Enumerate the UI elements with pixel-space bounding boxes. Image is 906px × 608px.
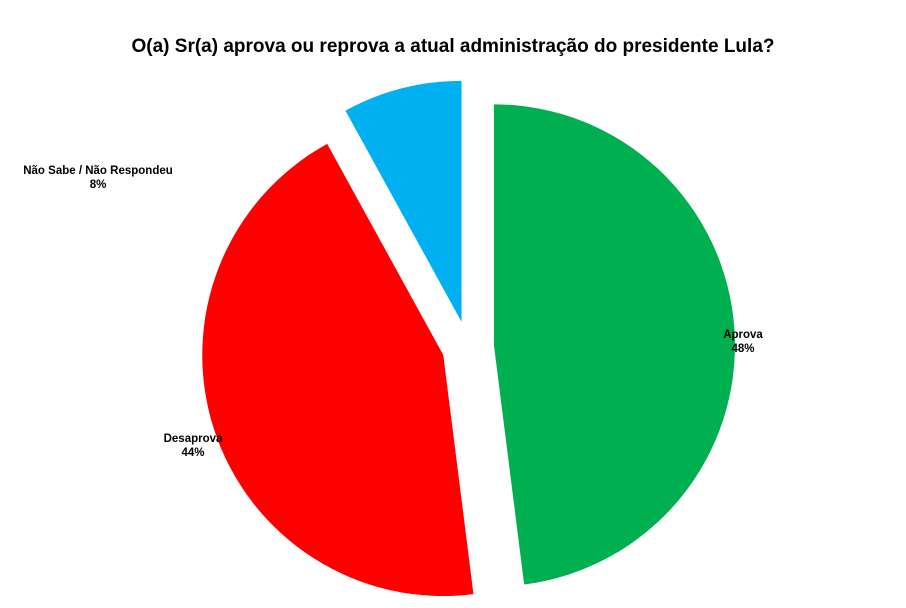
slice-label-desaprova-name: Desaprova xyxy=(163,433,223,445)
slice-label-aprova-value: 48% xyxy=(731,343,755,355)
slice-label-desaprova: Desaprova 44% xyxy=(148,432,238,460)
slice-label-nao-sabe-value: 8% xyxy=(89,179,107,191)
pie-slice-nao-sabe-nao-respondeu xyxy=(345,80,462,322)
chart-title: O(a) Sr(a) aprova ou reprova a atual adm… xyxy=(131,36,775,57)
pie-slice-aprova xyxy=(493,104,735,585)
slice-label-nao-sabe: Não Sabe / Não Respondeu 8% xyxy=(8,164,188,192)
slice-label-nao-sabe-name: Não Sabe / Não Respondeu xyxy=(23,165,173,177)
pie-slice-desaprova xyxy=(202,143,474,597)
slice-label-aprova: Aprova 48% xyxy=(708,328,778,356)
slice-label-aprova-name: Aprova xyxy=(723,329,763,341)
slice-label-desaprova-value: 44% xyxy=(181,447,205,459)
